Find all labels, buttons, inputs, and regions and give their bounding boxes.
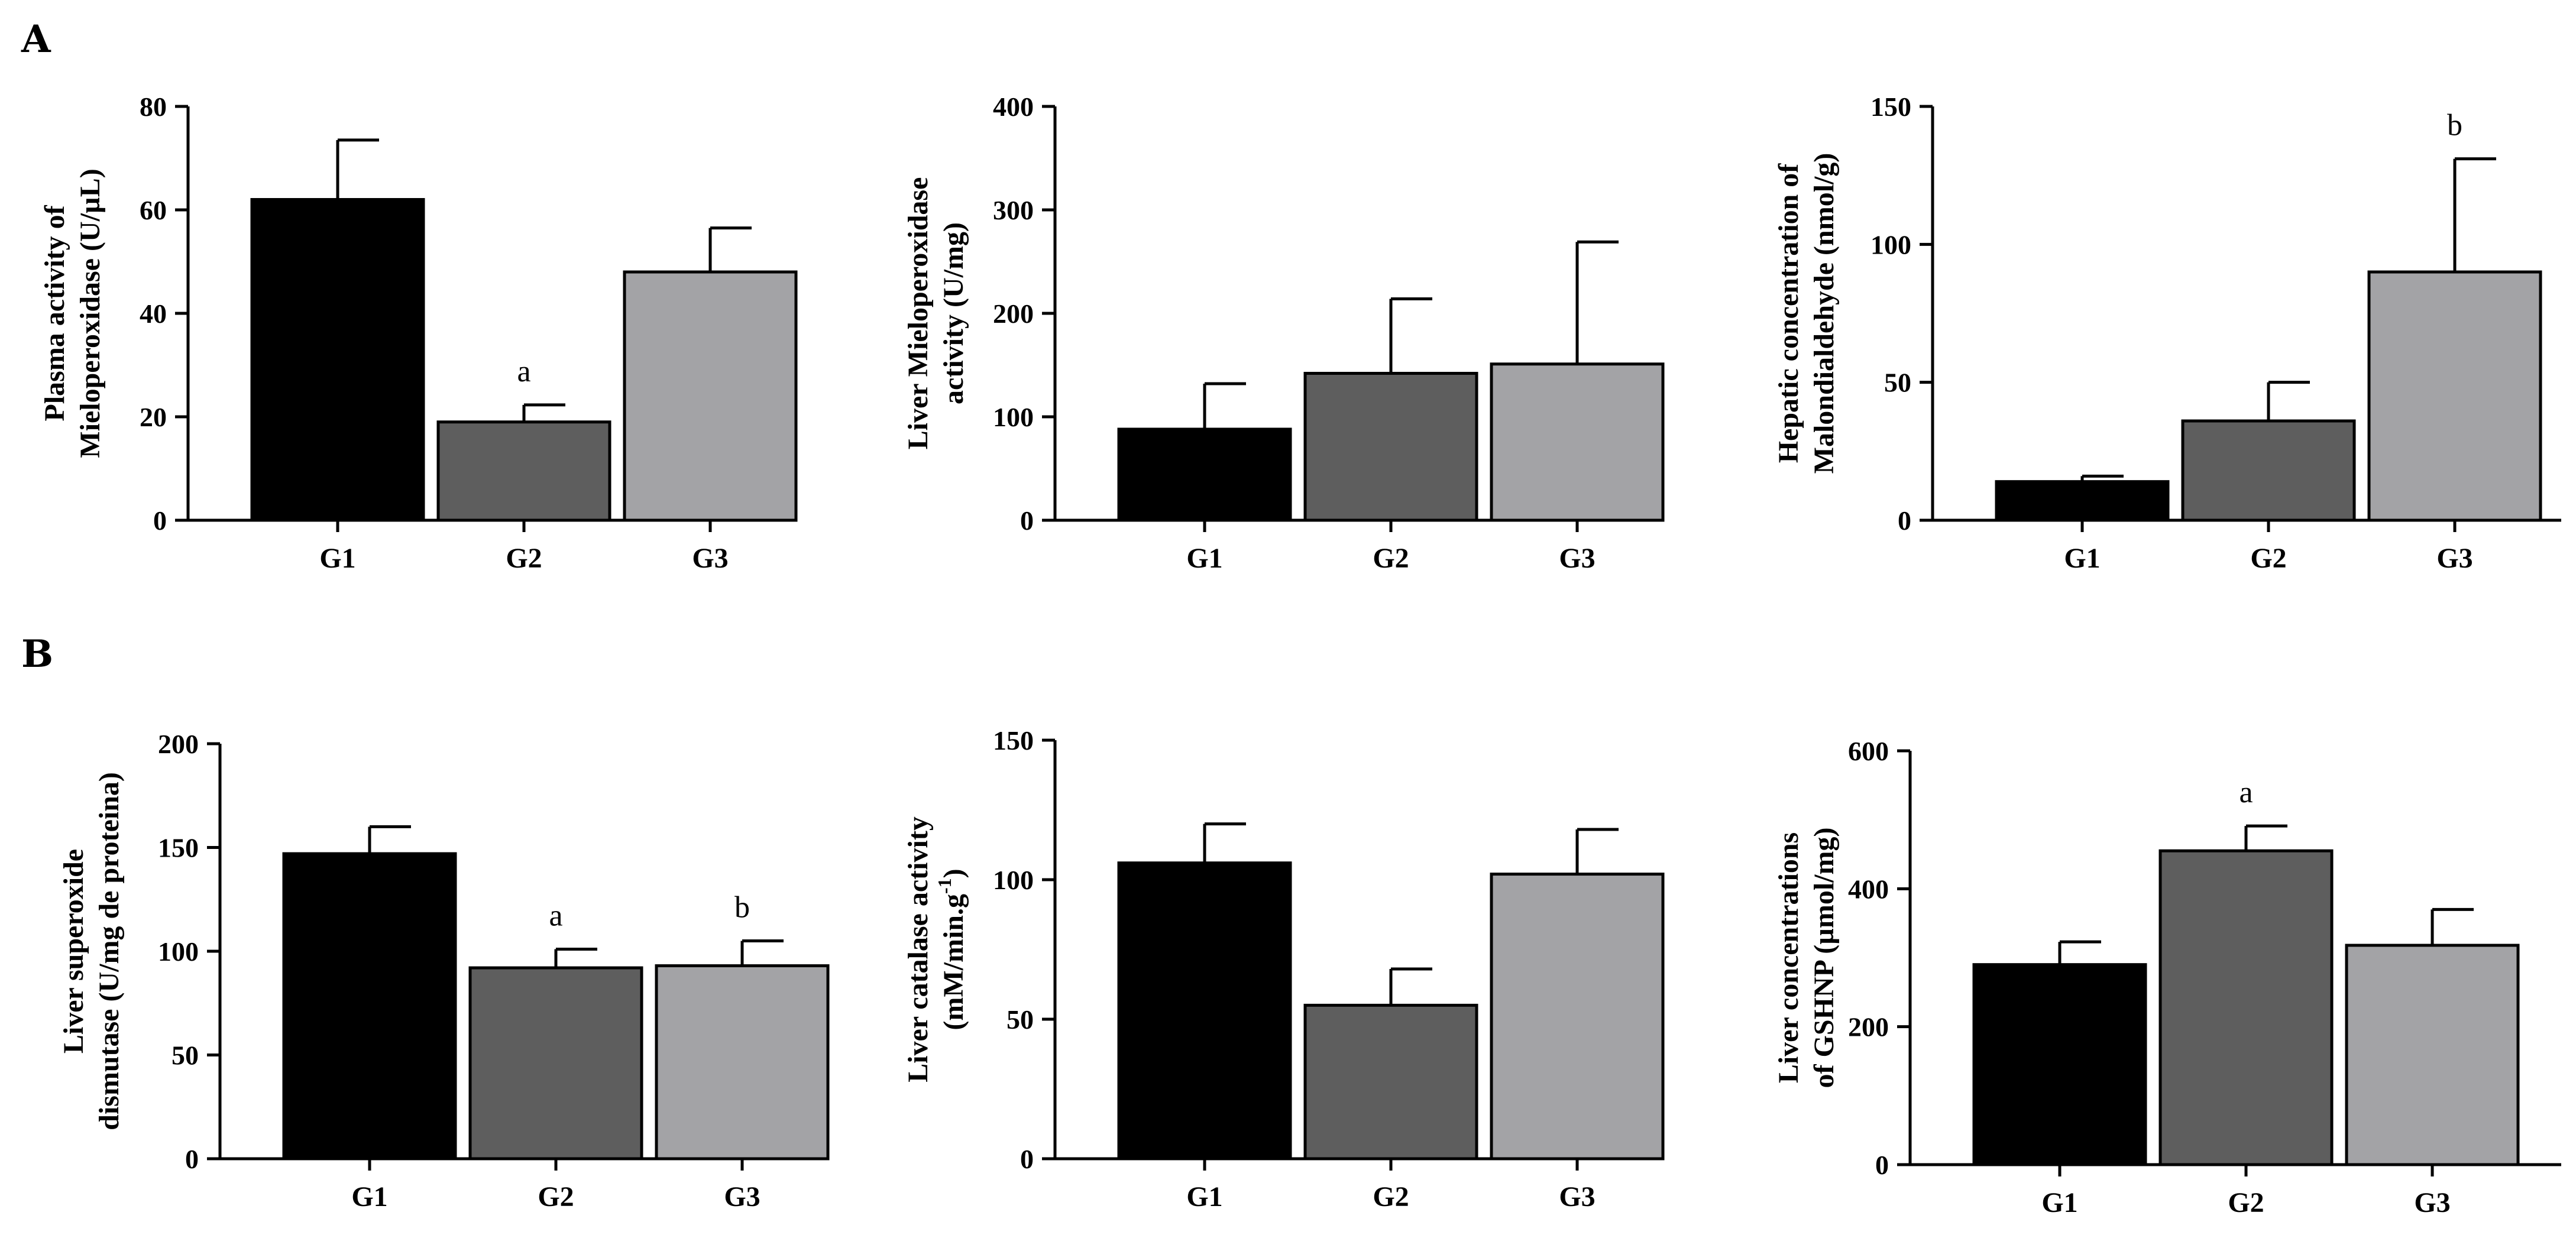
bar-g1: [1117, 861, 1292, 1161]
bar-g2: [2181, 419, 2356, 522]
y-tick-label: 150: [158, 833, 199, 863]
y-axis-title-line-1: Plasma activity of: [39, 205, 70, 421]
y-axis-title-line-1: Liver concentrations: [1773, 832, 1804, 1083]
y-axis-title-line-2: activity (U/mg): [938, 222, 969, 404]
x-tick-label-g1: G1: [1186, 1181, 1222, 1213]
significance-label: a: [517, 355, 530, 388]
y-axis-title-line-1: Liver Mieloperoxidase: [902, 177, 934, 450]
bar-g2: [1303, 372, 1478, 522]
x-tick-label-g2: G2: [506, 543, 542, 574]
bar-g1: [1972, 963, 2147, 1166]
bar-g2: [1303, 1003, 1478, 1161]
y-tick-label: 300: [993, 195, 1034, 225]
x-tick-label-g1: G1: [1186, 543, 1222, 574]
y-tick-label: 0: [185, 1144, 199, 1174]
y-axis-title: Liver superoxide dismutase (U/mg de prote…: [58, 772, 125, 1130]
y-tick-label: 100: [993, 402, 1034, 432]
y-tick-label: 0: [1898, 505, 1911, 536]
y-tick-label: 20: [140, 402, 167, 432]
y-axis-title-line-1: Liver catalase activity: [902, 816, 934, 1082]
y-tick-label: 150: [1870, 92, 1911, 122]
x-tick-label-g2: G2: [1373, 1181, 1409, 1213]
significance-label: b: [2447, 109, 2462, 142]
y-tick-label: 40: [140, 299, 167, 329]
y-tick-label: 50: [171, 1040, 199, 1071]
y-tick-label: 150: [993, 725, 1034, 756]
chart-2: 0 100 200 300 400 G1 G2 G3 Liver Mieloperoxidase…: [902, 92, 1665, 574]
y-tick-label: 200: [993, 299, 1034, 329]
x-tick-label-g1: G1: [351, 1181, 387, 1213]
bar-g2: [468, 966, 643, 1161]
bar-g3: [623, 270, 798, 522]
y-tick-label: 50: [1884, 368, 1911, 398]
x-tick-label-g3: G3: [724, 1181, 760, 1213]
y-tick-label: 50: [1007, 1004, 1034, 1035]
y-axis-title: Liver catalase activity (mM/min.g-1): [902, 816, 969, 1082]
y-axis-title-line-2: of GSHNP (µmol/mg): [1808, 828, 1840, 1088]
y-tick-label: 600: [1848, 736, 1889, 766]
x-tick-label-g3: G3: [1559, 543, 1595, 574]
panel-label-b: B: [21, 632, 53, 676]
bar-g3: [2345, 944, 2520, 1166]
x-tick-label-g3: G3: [692, 543, 728, 574]
y-tick-label: 0: [1020, 505, 1034, 536]
y-axis-title: Liver Mieloperoxidase activity (U/mg): [902, 177, 969, 450]
chart-4: 0 50 100 150 200 G1 G2 a G3 b Liver superoxide dism…: [58, 729, 830, 1213]
chart-6: 0 200 400 600 G1 G2 a G3 Liver concentrations of …: [1773, 736, 2561, 1218]
y-tick-label: 400: [993, 92, 1034, 122]
bar-g3: [1490, 873, 1665, 1161]
y-axis-title-close: ): [938, 868, 969, 878]
x-tick-label-g1: G1: [2064, 543, 2100, 574]
bar-g2: [436, 420, 611, 522]
y-tick-label: 80: [140, 92, 167, 122]
y-tick-label: 200: [158, 729, 199, 759]
bar-g1: [250, 198, 425, 522]
x-tick-label-g1: G1: [319, 543, 355, 574]
y-tick-label: 400: [1848, 874, 1889, 904]
y-tick-label: 0: [1020, 1144, 1034, 1174]
significance-label: b: [734, 890, 750, 924]
bar-g1: [1995, 480, 2170, 522]
x-tick-label-g3: G3: [1559, 1181, 1595, 1213]
significance-label: a: [2239, 776, 2253, 809]
bar-g3: [655, 964, 830, 1161]
x-tick-label-g2: G2: [2228, 1187, 2264, 1218]
bar-g3: [1490, 362, 1665, 522]
y-tick-label: 0: [1875, 1150, 1889, 1180]
y-axis-title-line-2: dismutase (U/mg de proteina): [93, 772, 125, 1130]
y-tick-label: 100: [1870, 229, 1911, 260]
y-axis-title-superscript: -1: [934, 878, 955, 894]
chart-5: 0 50 100 150 G1 G2 G3 Liver catalase activity (m…: [902, 725, 1665, 1213]
x-tick-label-g2: G2: [538, 1181, 574, 1213]
bar-g1: [282, 852, 457, 1161]
x-tick-label-g3: G3: [2414, 1187, 2450, 1218]
y-axis-title: Hepatic concentration of Malondialdehyde …: [1773, 153, 1840, 474]
panel-label-a: A: [21, 17, 51, 61]
y-tick-label: 100: [993, 865, 1034, 895]
chart-3: 0 50 100 150 G1 G2 G3 b Hepatic concentration of…: [1773, 92, 2561, 574]
charts-group: 0 20 40 60 80 G1 G2 a G3 Plasma activity of Mielop…: [39, 92, 2561, 1218]
x-tick-label-g2: G2: [2250, 543, 2286, 574]
x-tick-label-g1: G1: [2041, 1187, 2077, 1218]
significance-label: a: [549, 899, 562, 932]
x-tick-label-g3: G3: [2436, 543, 2473, 574]
y-axis-title: Liver concentrations of GSHNP (µmol/mg): [1773, 828, 1840, 1088]
y-axis-title-line-2: Mieloperoxidase (U/µL): [75, 168, 106, 458]
y-axis-title-line-2: Malondialdehyde (nmol/g): [1808, 153, 1840, 474]
bar-g2: [2158, 849, 2334, 1166]
y-tick-label: 200: [1848, 1012, 1889, 1042]
y-axis-title-line-1: Liver superoxide: [58, 849, 89, 1054]
y-tick-label: 100: [158, 936, 199, 967]
x-tick-label-g2: G2: [1373, 543, 1409, 574]
y-axis-title-line-1: Hepatic concentration of: [1773, 163, 1804, 463]
bar-g1: [1117, 427, 1292, 522]
y-tick-label: 60: [140, 195, 167, 225]
y-tick-label: 0: [153, 505, 167, 536]
bar-g3: [2367, 270, 2542, 522]
y-axis-title: Plasma activity of Mieloperoxidase (U/µL): [39, 168, 106, 458]
chart-1: 0 20 40 60 80 G1 G2 a G3 Plasma activity of Mielop…: [39, 92, 798, 574]
y-axis-title-line-2: (mM/min.g: [938, 894, 969, 1030]
